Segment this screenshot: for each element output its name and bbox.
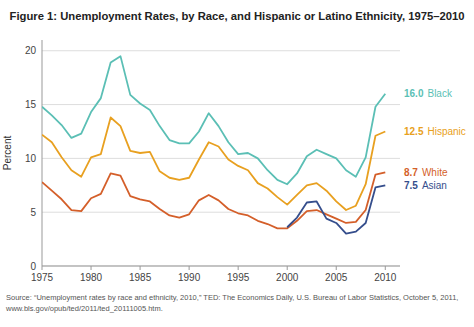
x-tick [140,266,141,270]
series-line [42,56,385,184]
grid [42,51,400,266]
annotation: Source: “Unemployment rates by race and … [6,293,458,302]
x-tick-label: 2000 [276,272,299,283]
x-tick [91,266,92,270]
y-tick-label: 5 [30,207,36,218]
series-line [42,172,385,228]
x-axis [42,266,400,267]
x-tick-label: 1975 [31,272,54,283]
x-tick-label: 2005 [325,272,348,283]
grid-line [42,266,400,267]
value-label: 7.5 [404,180,418,191]
series-name: White [422,167,448,178]
grid-line [42,212,400,213]
value-label: 12.5 [404,126,424,137]
lines [42,56,385,234]
title: Figure 1: Unemployment Rates, by Race, a… [10,10,465,22]
series-name: Asian [422,180,447,191]
value-label: 16.0 [404,88,424,99]
x-tick-label: 2010 [374,272,397,283]
y-tick-label: 20 [25,45,37,56]
x-tick-label: 1990 [178,272,201,283]
y-axis-label: Percent [2,136,13,171]
x-tick [238,266,239,270]
y-tick-label: 0 [30,261,36,272]
series-line [287,185,385,233]
y-tick-label: 15 [25,99,37,110]
x-tick [42,266,43,270]
chart: Figure 1: Unemployment Rates, by Race, a… [0,0,474,327]
grid-line [42,50,400,51]
x-tick-label: 1985 [129,272,152,283]
series-name: Hispanic [427,126,465,137]
x-tick [336,266,337,270]
y-axis [42,40,43,266]
end-labels: 16.0Black 12.5Hispanic 8.7 White 7.5 Asian [404,88,466,190]
y-tick-label: 10 [25,153,37,164]
x-tick [385,266,386,270]
series-name: Black [427,88,452,99]
grid-line [42,158,400,159]
x-tick-label: 1995 [227,272,250,283]
x-tick [287,266,288,270]
page: {"chart_data": { "type": "line", "title"… [0,0,474,327]
x-tick [189,266,190,270]
annotation: www.bls.gov/opub/ted/2011/ted_20111005.h… [5,304,163,313]
x-tick-label: 1980 [80,272,103,283]
value-label: 8.7 [404,167,418,178]
